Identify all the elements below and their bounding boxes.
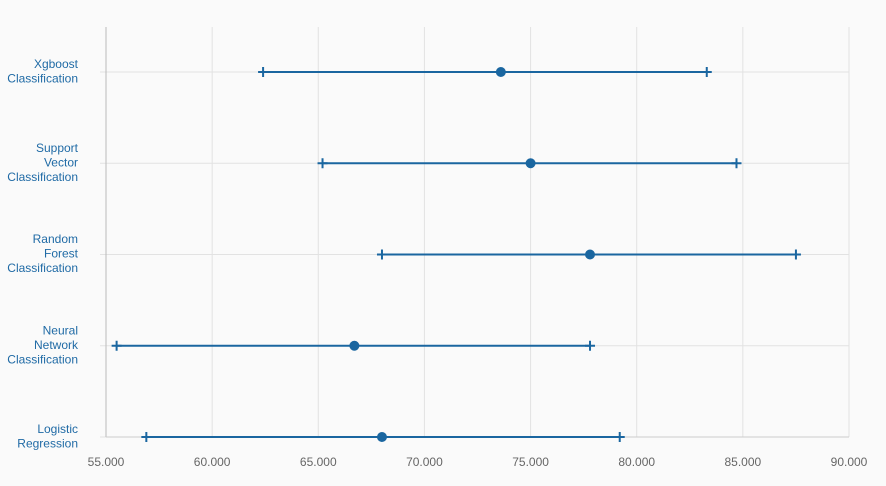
y-tick-label-line: Random (33, 232, 78, 246)
point-estimate (525, 158, 536, 169)
y-tick-label-line: Classification (7, 71, 78, 85)
y-tick-label: Xgboost Classification (7, 57, 78, 86)
point-estimate (349, 340, 360, 351)
range-cap (701, 67, 712, 77)
y-tick-label: Logistic Regression (17, 422, 78, 451)
y-tick-label-line: Classification (7, 261, 78, 275)
range-cap (585, 340, 596, 351)
y-tick-label-line: Neural (43, 323, 78, 337)
x-tick-label: 65.000 (300, 455, 337, 469)
range-cap (111, 340, 122, 351)
range-cap (258, 67, 269, 77)
x-tick-label: 80.000 (618, 455, 655, 469)
y-tick-label-line: Support (36, 141, 79, 155)
x-tick-label: 70.000 (406, 455, 443, 469)
y-tick-label-line: Classification (7, 352, 78, 366)
x-tick-label: 75.000 (512, 455, 549, 469)
y-tick-label-line: Forest (44, 247, 79, 261)
point-estimate (376, 432, 387, 442)
y-tick-label-line: Vector (44, 155, 78, 169)
point-estimate (585, 249, 596, 260)
range-cap (141, 432, 152, 442)
range-cap (731, 158, 742, 169)
y-tick-label-line: Network (34, 338, 79, 352)
range-cap (614, 432, 625, 442)
x-tick-label: 60.000 (194, 455, 231, 469)
y-tick-label-line: Logistic (37, 422, 78, 436)
y-tick-label-line: Classification (7, 170, 78, 184)
y-tick-label: Random Forest Classification (7, 232, 78, 275)
range-cap (317, 158, 328, 169)
y-tick-label: Neural Network Classification (7, 323, 79, 366)
y-tick-label-line: Regression (17, 436, 78, 450)
range-cap (790, 249, 801, 260)
x-tick-label: 55.000 (88, 455, 125, 469)
y-tick-label: Support Vector Classification (7, 141, 78, 184)
y-tick-label-line: Xgboost (34, 57, 79, 71)
point-estimate (495, 67, 506, 77)
x-tick-label: 90.000 (831, 455, 868, 469)
x-tick-label: 85.000 (725, 455, 762, 469)
range-cap (376, 249, 387, 260)
